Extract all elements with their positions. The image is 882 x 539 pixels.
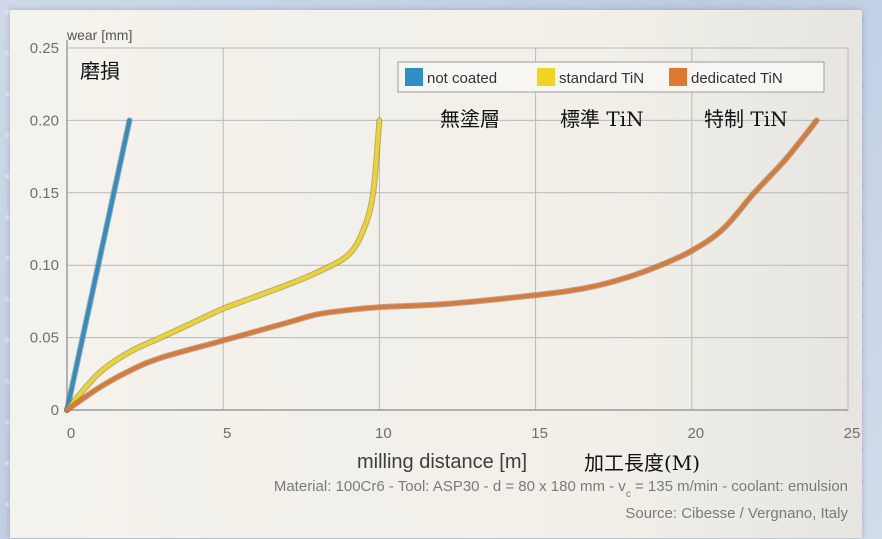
x-tick-label: 0: [67, 425, 75, 442]
y-tick-label: 0: [51, 402, 59, 419]
series-label-cn-dedicated-tin: 特制 TiN: [704, 107, 788, 131]
x-tick-labels: 0 5 10 15 20 25: [67, 425, 861, 442]
grid-lines: [67, 47, 849, 410]
x-axis-label-cn: 加工長度(M): [584, 451, 700, 475]
legend: not coated standard TiN dedicated TiN: [397, 61, 825, 93]
caption-source: Source: Cibesse / Vergnano, Italy: [625, 505, 848, 522]
legend-label-dedicated-tin: dedicated TiN: [691, 70, 783, 87]
caption-material: Material: 100Cr6 - Tool: ASP30 - d = 80 …: [274, 478, 848, 500]
y-axis-label: wear [mm]: [66, 27, 132, 43]
caption-subscript: c: [626, 489, 631, 500]
chart-paper: [10, 10, 862, 538]
y-tick-label: 0.10: [30, 257, 59, 274]
x-axis-label: milling distance [m]: [357, 451, 527, 473]
y-tick-labels: 0 0.05 0.10 0.15 0.20 0.25: [30, 40, 59, 419]
legend-box: [397, 61, 825, 93]
x-tick-label: 20: [687, 425, 704, 442]
legend-swatch-dedicated-tin: [669, 68, 687, 86]
y-tick-label: 0.05: [30, 330, 59, 347]
series-line-dedicated-tin: [65, 118, 819, 412]
y-tick-label: 0.15: [30, 185, 59, 202]
y-tick-label: 0.25: [30, 40, 59, 57]
y-tick-label: 0.20: [30, 112, 59, 129]
legend-label-standard-tin: standard TiN: [559, 70, 644, 87]
series-label-cn-not-coated: 無塗層: [440, 107, 500, 131]
x-tick-label: 5: [223, 425, 231, 442]
y-axis-label-cn: 磨損: [80, 59, 120, 83]
series-line-not-coated: [65, 118, 132, 412]
x-tick-label: 25: [844, 425, 861, 442]
caption-text: Material: 100Cr6 - Tool: ASP30 - d = 80 …: [274, 478, 626, 495]
caption-text-end: = 135 m/min - coolant: emulsion: [631, 478, 848, 495]
x-tick-label: 10: [375, 425, 392, 442]
legend-swatch-standard-tin: [537, 68, 555, 86]
series-lines: [64, 117, 820, 413]
legend-label-not-coated: not coated: [427, 70, 497, 87]
series-line-standard-tin: [65, 118, 382, 412]
legend-swatch-not-coated: [405, 68, 423, 86]
x-tick-label: 15: [531, 425, 548, 442]
series-label-cn-standard-tin: 標準 TiN: [560, 107, 644, 131]
axes: [66, 40, 848, 411]
